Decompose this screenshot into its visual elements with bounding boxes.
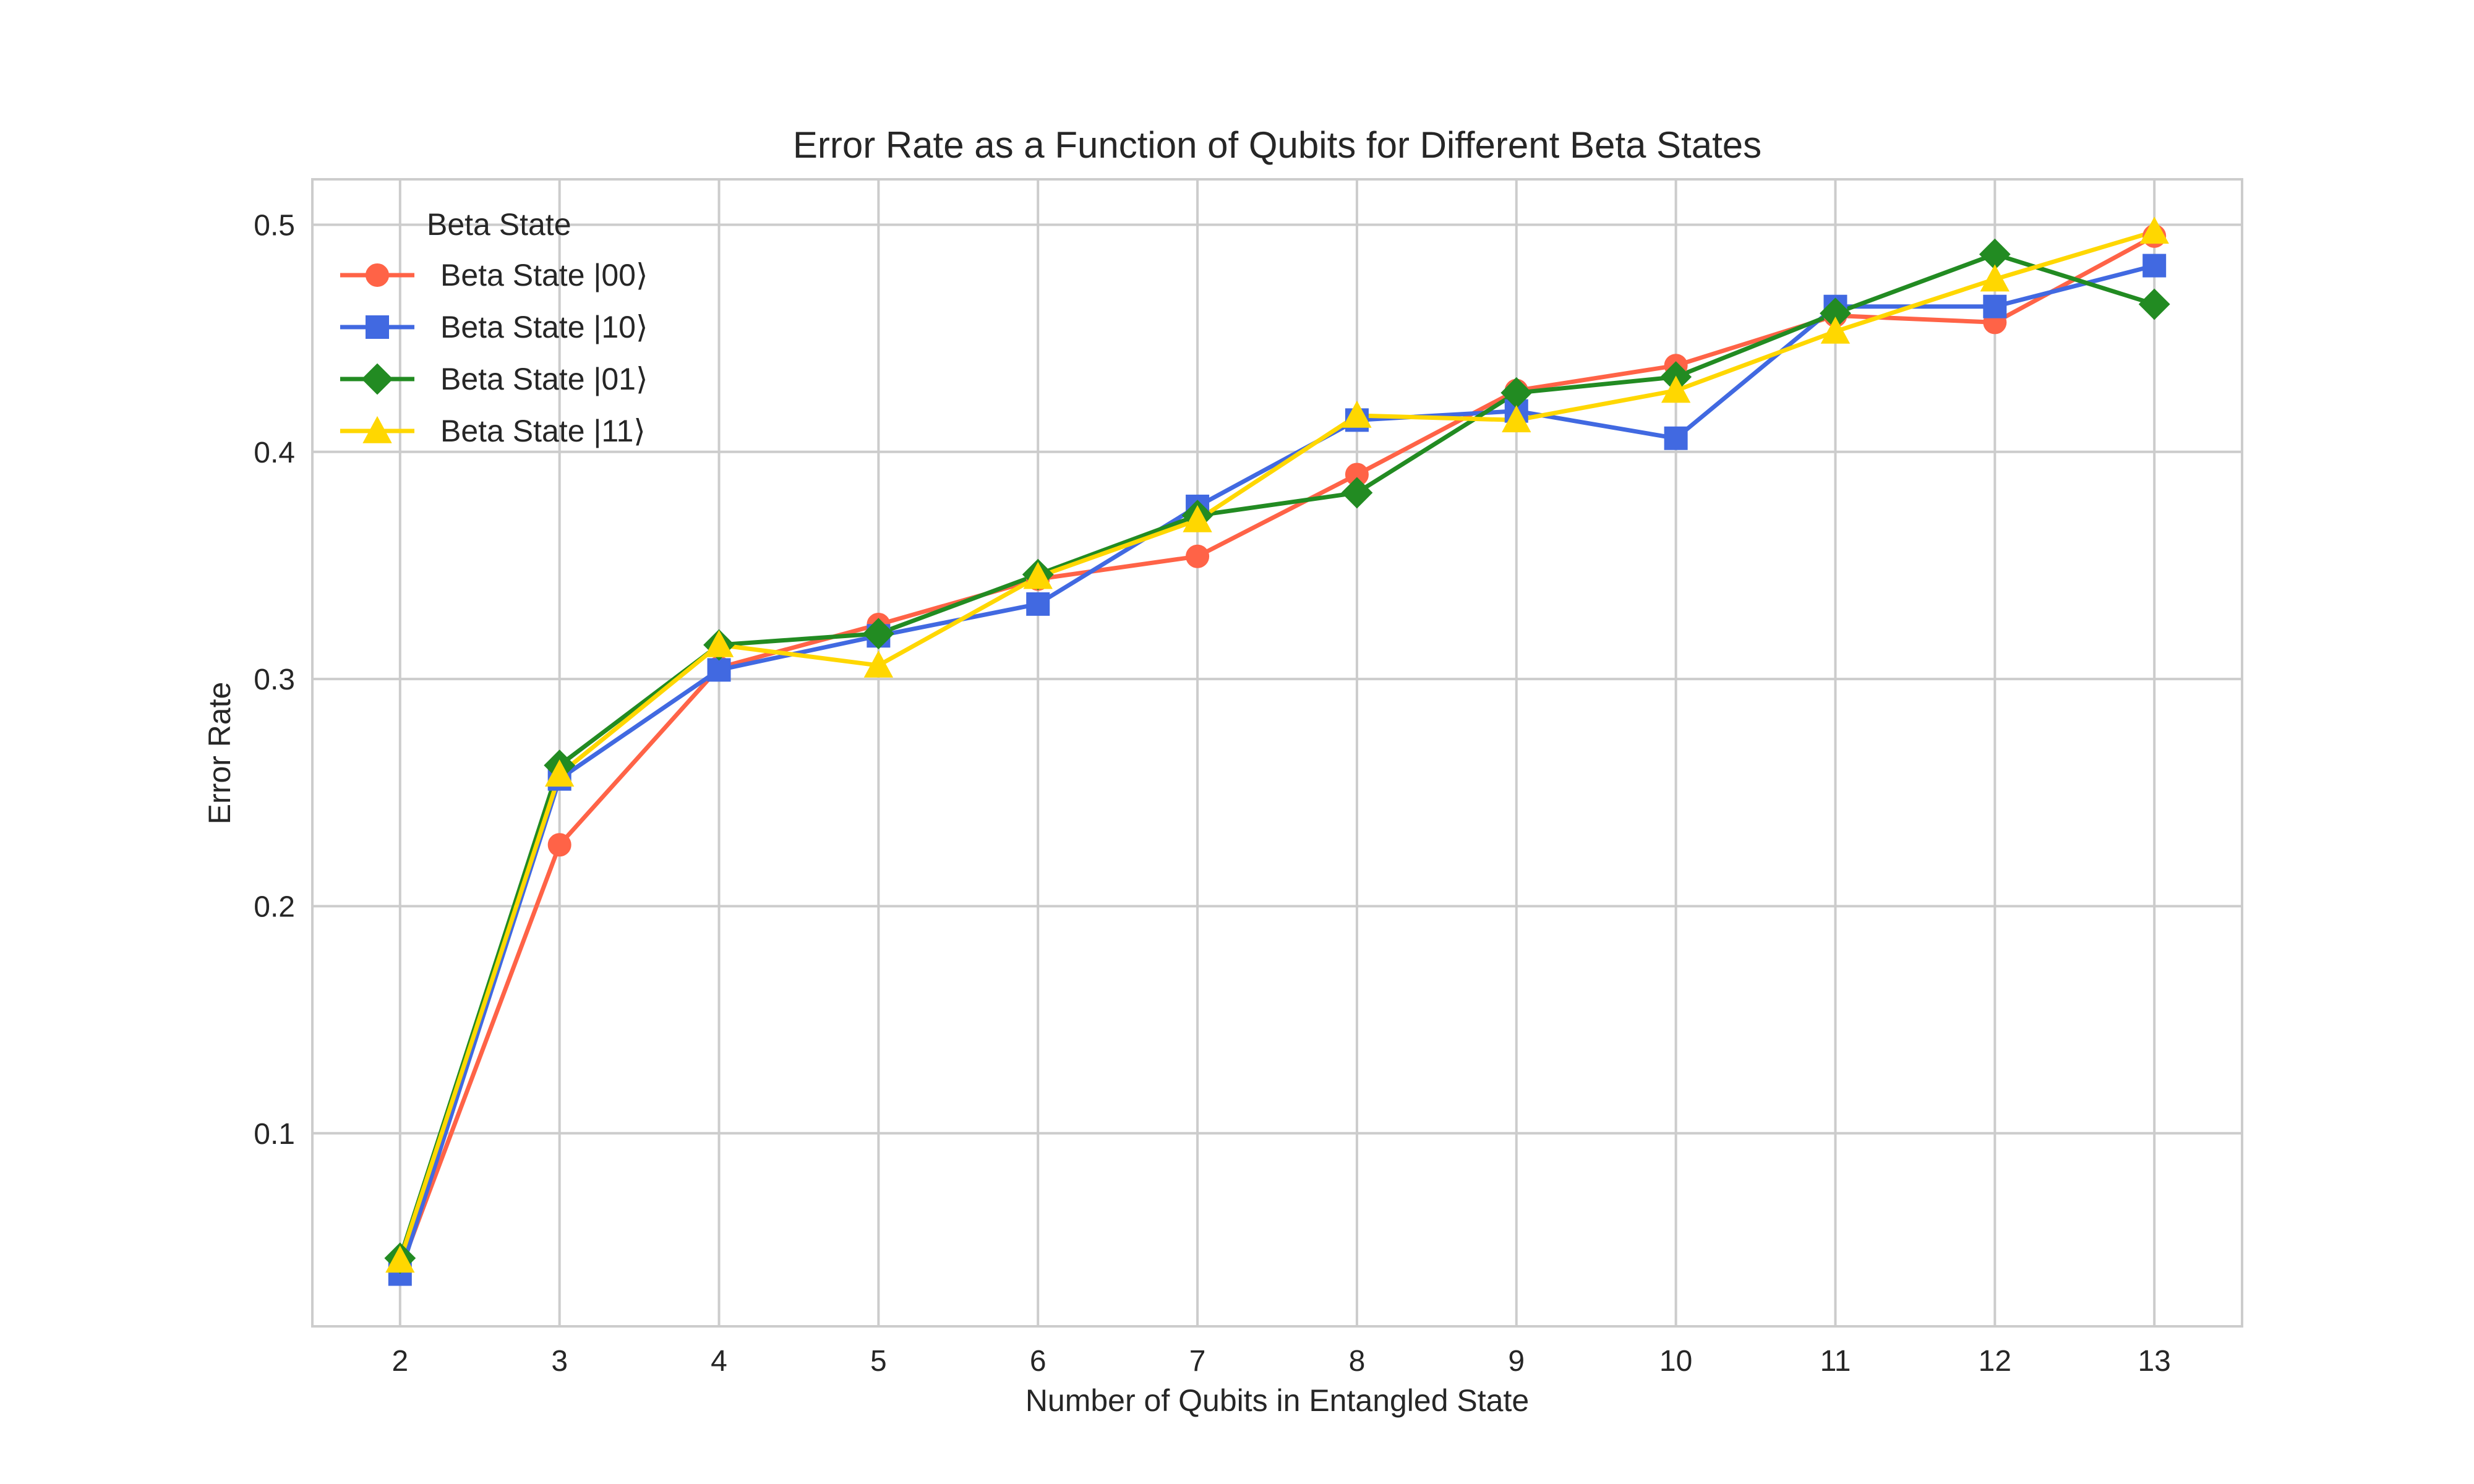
y-tick-label: 0.4 xyxy=(254,437,295,469)
y-tick-label: 0.5 xyxy=(254,209,295,242)
x-axis-label: Number of Qubits in Entangled State xyxy=(1025,1383,1529,1418)
series-3-point xyxy=(1820,317,1851,344)
series-1-point xyxy=(707,658,731,682)
x-tick-label: 7 xyxy=(1189,1345,1206,1378)
legend: Beta State Beta State |00⟩ Beta State |10… xyxy=(340,207,648,448)
x-tick-label: 3 xyxy=(551,1345,568,1378)
series-3-point xyxy=(1661,375,1691,403)
legend-marker-3 xyxy=(362,416,392,443)
x-tick-label: 5 xyxy=(870,1345,887,1378)
x-tick-label: 4 xyxy=(711,1345,727,1378)
legend-label-1: Beta State |10⟩ xyxy=(440,310,648,344)
y-tick-labels: 0.1 0.2 0.3 0.4 0.5 xyxy=(254,209,295,1150)
series-3-point xyxy=(1980,264,2010,292)
x-tick-label: 8 xyxy=(1349,1345,1366,1378)
series-1-point xyxy=(1664,426,1688,450)
grid xyxy=(312,179,2242,1326)
series-0-point xyxy=(1186,544,1210,568)
legend-label-2: Beta State |01⟩ xyxy=(440,362,648,396)
series-2-point xyxy=(1341,477,1373,509)
chart-title: Error Rate as a Function of Qubits for D… xyxy=(793,124,1761,166)
series-3-point xyxy=(1183,505,1212,532)
x-tick-label: 12 xyxy=(1979,1345,2011,1378)
x-tick-labels: 2 3 4 5 6 7 8 9 10 11 12 13 xyxy=(392,1345,2170,1378)
series-3-point xyxy=(544,759,575,787)
y-tick-label: 0.1 xyxy=(254,1118,295,1151)
x-tick-label: 9 xyxy=(1508,1345,1525,1378)
series-3-point xyxy=(1023,561,1053,589)
series-1-point xyxy=(2142,254,2167,278)
series-0-point xyxy=(547,833,571,857)
y-axis-label: Error Rate xyxy=(202,682,237,825)
x-tick-label: 13 xyxy=(2138,1345,2170,1378)
legend-label-3: Beta State |11⟩ xyxy=(440,414,646,448)
legend-label-0: Beta State |00⟩ xyxy=(440,258,648,292)
series-1-point xyxy=(1026,592,1050,616)
plot-frame xyxy=(311,178,2243,1328)
series-1-point xyxy=(1983,294,2007,318)
legend-title: Beta State xyxy=(427,207,571,242)
legend-marker-2 xyxy=(361,363,393,395)
series-2-point xyxy=(2138,288,2170,320)
series-3-point xyxy=(2139,216,2169,244)
x-tick-label: 10 xyxy=(1659,1345,1692,1378)
y-tick-label: 0.3 xyxy=(254,663,295,696)
series-line-3 xyxy=(398,229,2155,1261)
series-3-point xyxy=(1502,405,1531,433)
legend-marker-0 xyxy=(366,263,389,287)
x-tick-label: 6 xyxy=(1030,1345,1047,1378)
series-lines xyxy=(398,229,2155,1275)
series-3-point xyxy=(385,1245,415,1273)
legend-marker-1 xyxy=(366,315,389,339)
series-line-0 xyxy=(398,234,2155,1271)
x-tick-label: 2 xyxy=(392,1345,408,1378)
series-3-point xyxy=(863,650,894,678)
plot-area xyxy=(312,179,2242,1326)
y-tick-label: 0.2 xyxy=(254,890,295,923)
series-3-point xyxy=(704,629,734,657)
series-markers xyxy=(384,216,2170,1286)
series-line-1 xyxy=(398,263,2155,1275)
series-2-point xyxy=(862,618,894,650)
x-tick-label: 11 xyxy=(1820,1345,1851,1378)
series-3-point xyxy=(1342,400,1372,428)
